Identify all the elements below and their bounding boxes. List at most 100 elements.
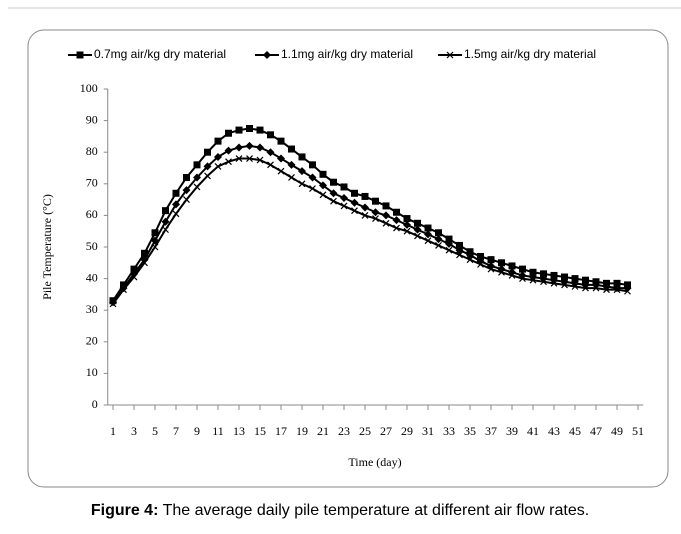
marker xyxy=(235,143,243,152)
marker xyxy=(477,260,484,268)
marker xyxy=(151,243,159,251)
marker xyxy=(267,131,274,139)
marker xyxy=(456,251,463,259)
figure-caption: Figure 4: The average daily pile tempera… xyxy=(91,502,589,519)
marker xyxy=(487,265,495,273)
marker xyxy=(424,237,432,245)
marker xyxy=(414,232,421,240)
marker xyxy=(309,161,316,169)
x-tick-label: 25 xyxy=(359,424,371,438)
marker xyxy=(540,278,547,286)
x-tick-label: 21 xyxy=(317,424,329,438)
marker xyxy=(309,185,316,192)
series-line xyxy=(112,144,628,303)
legend-item: 0.7mg air/kg dry material xyxy=(68,47,226,61)
marker xyxy=(298,153,306,161)
marker xyxy=(308,173,317,182)
marker xyxy=(351,189,358,197)
marker xyxy=(298,167,306,176)
y-tick-label: 10 xyxy=(86,365,98,379)
y-tick-label: 40 xyxy=(86,270,98,284)
marker xyxy=(246,155,253,162)
marker xyxy=(624,287,631,295)
marker xyxy=(561,281,568,289)
marker xyxy=(592,284,600,292)
marker xyxy=(529,268,537,276)
x-tick-label: 29 xyxy=(401,424,413,438)
marker xyxy=(183,173,190,181)
marker xyxy=(382,211,390,220)
marker xyxy=(109,300,117,308)
legend-label: 0.7mg air/kg dry material xyxy=(94,47,226,61)
marker xyxy=(403,227,411,235)
chart-frame xyxy=(27,29,669,488)
marker xyxy=(203,162,212,171)
marker xyxy=(266,148,275,157)
x-tick-label: 41 xyxy=(527,424,539,438)
marker xyxy=(382,202,390,210)
marker xyxy=(277,137,285,145)
y-tick-label: 20 xyxy=(86,334,98,348)
marker xyxy=(319,181,327,190)
x-tick-label: 31 xyxy=(422,424,434,438)
marker xyxy=(424,230,432,239)
marker xyxy=(445,246,453,254)
x-tick-label: 37 xyxy=(485,424,497,438)
marker xyxy=(204,148,211,156)
marker xyxy=(571,275,579,283)
marker xyxy=(613,286,621,294)
marker xyxy=(477,252,484,260)
marker xyxy=(288,174,295,181)
marker xyxy=(214,137,222,145)
x-axis-title: Time (day) xyxy=(348,455,401,469)
marker xyxy=(204,172,211,180)
marker xyxy=(172,210,180,218)
marker xyxy=(540,270,547,278)
marker xyxy=(183,196,190,204)
marker xyxy=(256,126,264,134)
marker xyxy=(298,180,306,188)
marker xyxy=(76,51,84,59)
marker xyxy=(141,249,148,257)
marker xyxy=(582,276,589,284)
marker xyxy=(329,189,338,198)
marker xyxy=(414,219,421,227)
y-tick-label: 50 xyxy=(86,239,98,253)
marker xyxy=(382,219,390,227)
marker xyxy=(162,207,169,215)
marker xyxy=(550,279,558,287)
marker xyxy=(288,145,295,153)
y-tick-label: 0 xyxy=(92,397,98,411)
marker xyxy=(193,183,201,191)
y-tick-label: 70 xyxy=(86,176,98,190)
y-axis-title: Pile Temperature (°C) xyxy=(40,194,54,300)
marker xyxy=(613,279,621,287)
marker xyxy=(256,156,264,164)
marker xyxy=(561,273,568,281)
x-tick-label: 23 xyxy=(338,424,350,438)
marker xyxy=(214,162,222,170)
x-tick-label: 35 xyxy=(464,424,476,438)
x-tick-label: 3 xyxy=(131,424,137,438)
marker xyxy=(393,208,400,216)
marker xyxy=(340,202,348,210)
x-tick-label: 15 xyxy=(254,424,266,438)
marker xyxy=(277,154,285,163)
marker xyxy=(263,51,271,59)
marker xyxy=(141,259,148,267)
marker xyxy=(351,207,358,215)
marker xyxy=(519,275,526,283)
marker xyxy=(361,203,369,212)
marker xyxy=(120,286,127,294)
marker xyxy=(466,256,474,264)
marker xyxy=(350,198,359,207)
marker xyxy=(456,241,463,249)
y-tick-label: 60 xyxy=(86,207,98,221)
marker xyxy=(193,173,201,182)
marker xyxy=(172,200,180,209)
x-tick-label: 5 xyxy=(152,424,158,438)
marker xyxy=(340,183,348,191)
y-tick-label: 90 xyxy=(86,112,98,126)
figure-label: Figure 4: xyxy=(91,502,159,519)
marker xyxy=(151,229,159,237)
